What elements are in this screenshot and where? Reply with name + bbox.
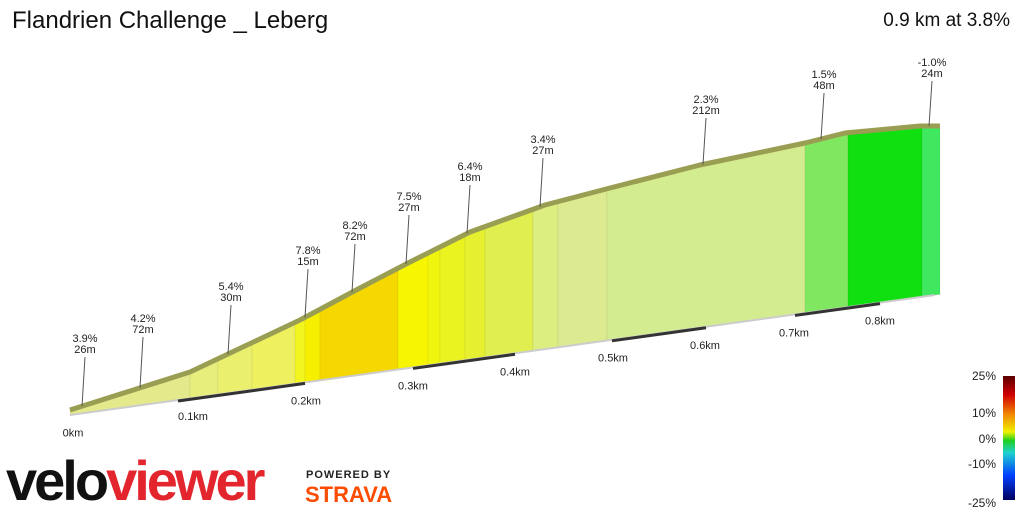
segment-face (484, 208, 534, 358)
logo: veloviewer (6, 449, 265, 512)
segment-length: 27m (532, 145, 553, 157)
summary: 0.9 km at 3.8% (883, 10, 1010, 31)
distance-label: 0.1km (178, 411, 208, 423)
segment-grade: 1.5% (811, 69, 836, 81)
km-band (794, 302, 881, 317)
segment-face (427, 246, 441, 366)
distance-label: 0.5km (598, 353, 628, 365)
segment-grade: 3.9% (72, 333, 97, 345)
segment-grade: 7.5% (396, 191, 421, 203)
segment-length: 212m (692, 105, 720, 117)
segment-length: 27m (398, 202, 419, 214)
km-band (177, 381, 306, 403)
logo-dark: velo (6, 449, 108, 512)
pointer (405, 214, 410, 265)
pointer (139, 336, 144, 388)
segment-face (557, 188, 608, 348)
segment-face (397, 252, 429, 370)
distance-label: 0.2km (291, 395, 321, 407)
profile-top (69, 123, 940, 413)
title: Flandrien Challenge _ Leberg (12, 7, 328, 34)
segment-face (921, 125, 941, 298)
segment-face (606, 142, 806, 341)
segment-length: 26m (74, 344, 95, 356)
pointer (81, 356, 86, 407)
distance-label: 0.7km (779, 328, 809, 340)
distance-label: 0.3km (398, 380, 428, 392)
km-band (611, 326, 707, 343)
pointer (928, 80, 933, 127)
pointer (820, 92, 825, 140)
segment-length: 24m (921, 68, 942, 80)
segment-grade: 7.8% (295, 245, 320, 257)
legend-label: -10% (968, 457, 996, 471)
legend-label: 10% (972, 406, 996, 420)
legend-label: 25% (972, 369, 996, 383)
segment-grade: 5.4% (218, 281, 243, 293)
logo-red: viewer (106, 449, 265, 512)
strava: STRAVA (305, 482, 392, 507)
segment-length: 30m (220, 292, 241, 304)
pointer (539, 157, 544, 207)
distance-label: 0.4km (500, 366, 530, 378)
pointer (304, 268, 309, 318)
segment-grade: 2.3% (693, 94, 718, 106)
segment-face (439, 234, 466, 365)
segment-grade: -1.0% (918, 57, 947, 69)
profile: 0km 0.1km 0.2km 0.3km 0.4km 0.5km 0.6km 0.7km 0.… (63, 123, 941, 440)
legend: 25% 10% 0% -10% -25% (968, 369, 996, 510)
pointer (702, 117, 707, 165)
legend-label: -25% (968, 496, 996, 510)
segment-face (532, 201, 559, 352)
distance-label: 0km (63, 428, 84, 440)
pointer (351, 243, 356, 293)
segment-length: 15m (297, 256, 318, 268)
segment-face (847, 125, 923, 308)
legend-label: 0% (979, 432, 997, 446)
segment-face (319, 267, 399, 381)
powered-by: POWERED BY (306, 469, 391, 481)
distance-label: 0.8km (865, 316, 895, 328)
segment-length: 48m (813, 80, 834, 92)
color-scale (1003, 376, 1015, 500)
segment-face (304, 308, 321, 383)
pointer (227, 304, 232, 355)
segment-length: 72m (344, 231, 365, 243)
distance-label: 0.6km (690, 340, 720, 352)
segment-face (464, 226, 486, 361)
segment-face (804, 132, 849, 314)
segment-length: 18m (459, 172, 480, 184)
segment-grade: 6.4% (457, 161, 482, 173)
km-band (412, 352, 516, 370)
segment-grade: 8.2% (342, 220, 367, 232)
segment-grade: 3.4% (530, 134, 555, 146)
segment-grade: 4.2% (130, 313, 155, 325)
segment-length: 72m (132, 324, 153, 336)
annotations: 3.9%26m4.2%72m5.4%30m7.8%15m8.2%72m7.5%2… (72, 57, 947, 407)
segment-face (294, 316, 306, 385)
pointer (466, 184, 471, 234)
